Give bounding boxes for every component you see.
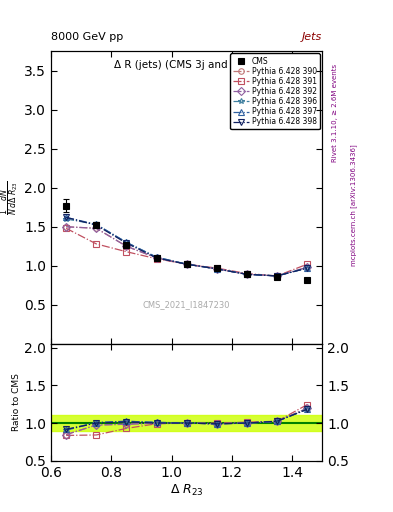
- Text: CMS_2021_I1847230: CMS_2021_I1847230: [143, 300, 230, 309]
- Text: Δ R (jets) (CMS 3j and Z+2j): Δ R (jets) (CMS 3j and Z+2j): [114, 60, 260, 70]
- Text: 8000 GeV pp: 8000 GeV pp: [51, 32, 123, 42]
- Y-axis label: Ratio to CMS: Ratio to CMS: [13, 373, 22, 431]
- Text: Jets: Jets: [302, 32, 322, 42]
- Legend: CMS, Pythia 6.428 390, Pythia 6.428 391, Pythia 6.428 392, Pythia 6.428 396, Pyt: CMS, Pythia 6.428 390, Pythia 6.428 391,…: [230, 53, 320, 130]
- Y-axis label: $\frac{1}{N}\frac{dN}{d\Delta\ R_{23}}$: $\frac{1}{N}\frac{dN}{d\Delta\ R_{23}}$: [0, 180, 22, 215]
- Text: mcplots.cern.ch [arXiv:1306.3436]: mcplots.cern.ch [arXiv:1306.3436]: [350, 144, 356, 266]
- Bar: [51, 416, 322, 431]
- X-axis label: $\Delta\ R_{23}$: $\Delta\ R_{23}$: [170, 482, 204, 498]
- Text: Rivet 3.1.10, ≥ 2.6M events: Rivet 3.1.10, ≥ 2.6M events: [332, 63, 338, 162]
